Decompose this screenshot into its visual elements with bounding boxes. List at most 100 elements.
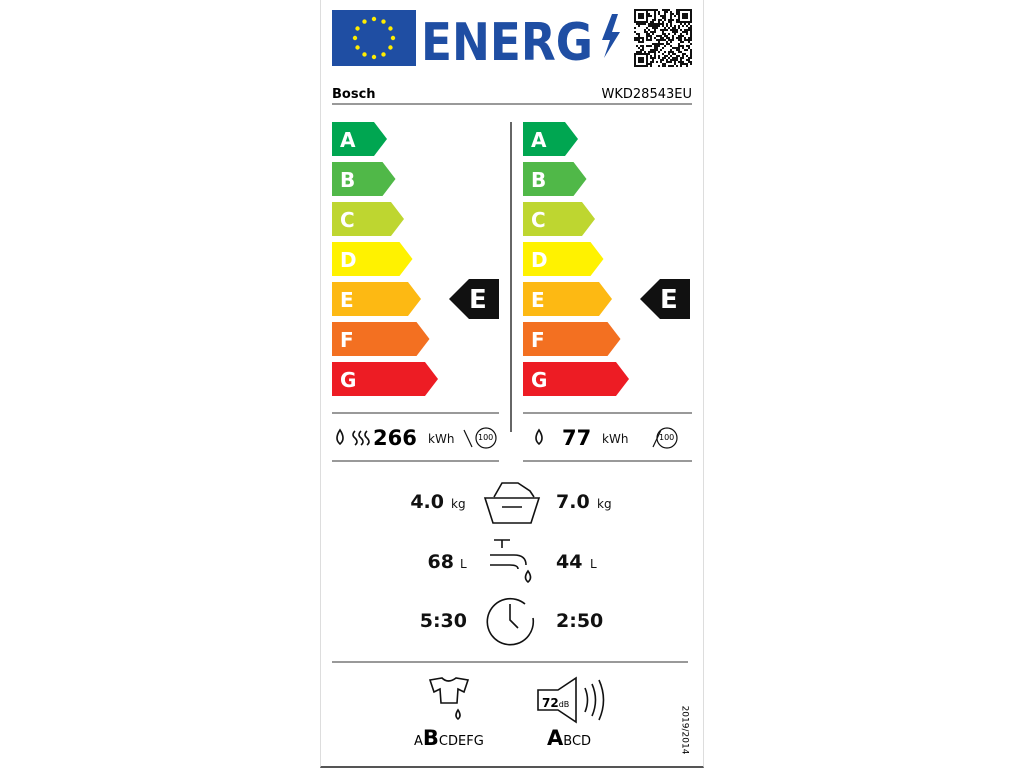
noise-value: 72: [542, 696, 559, 710]
qr-cell: [674, 33, 676, 35]
qr-cell: [670, 23, 672, 25]
qr-cell: [656, 61, 658, 63]
qr-cell: [666, 35, 668, 37]
class-arrow: [332, 242, 413, 276]
qr-cell: [654, 49, 656, 51]
lightning-icon: [602, 14, 620, 58]
qr-cell: [690, 15, 692, 17]
qr-cell: [660, 19, 662, 21]
qr-cell: [686, 63, 688, 65]
qr-cell: [690, 57, 692, 59]
qr-cell: [646, 63, 648, 65]
qr-cell: [646, 35, 648, 37]
qr-cell: [638, 35, 640, 37]
qr-cell: [638, 25, 640, 27]
qr-cell: [642, 17, 644, 19]
qr-cell: [664, 13, 666, 15]
qr-cell: [668, 33, 670, 35]
qr-cell: [672, 65, 674, 67]
qr-cell: [660, 39, 662, 41]
qr-cell: [650, 39, 652, 41]
qr-cell: [690, 39, 692, 41]
qr-cell: [682, 17, 684, 19]
spin-class: ABCDEFG: [414, 726, 484, 750]
qr-cell: [650, 61, 652, 63]
qr-cell: [634, 11, 636, 13]
qr-cell: [654, 45, 656, 47]
qr-cell: [668, 43, 670, 45]
qr-cell: [672, 19, 674, 21]
class-letter: A: [340, 128, 356, 152]
class-letter: A: [414, 734, 423, 749]
class-letter: A: [531, 128, 547, 152]
qr-cell: [658, 23, 660, 25]
qr-cell: [646, 61, 648, 63]
noise-unit: dB: [558, 700, 570, 709]
star: [362, 19, 367, 24]
star: [371, 54, 377, 60]
qr-cell: [638, 17, 640, 19]
qr-cell: [688, 41, 690, 43]
qr-cell: [690, 29, 692, 31]
qr-cell: [690, 27, 692, 29]
qr-cell: [676, 49, 678, 51]
qr-cell: [654, 11, 656, 13]
qr-cell: [644, 21, 646, 23]
qr-cell: [646, 59, 648, 61]
qr-cell: [658, 19, 660, 21]
qr-cell: [666, 61, 668, 63]
qr-cell: [646, 55, 648, 57]
class-arrow: [332, 362, 438, 396]
qr-cell: [682, 53, 684, 55]
class-letter: E: [340, 288, 354, 312]
qr-cell: [642, 39, 644, 41]
qr-cell: [678, 49, 680, 51]
qr-cell: [658, 39, 660, 41]
qr-cell: [686, 29, 688, 31]
speaker-icon: [537, 676, 605, 724]
class-arrow: [332, 202, 404, 236]
consumption-value: 266: [373, 426, 417, 450]
qr-cell: [678, 37, 680, 39]
cycle-icon: [475, 427, 497, 449]
qr-cell: [690, 55, 692, 57]
qr-cell: [654, 29, 656, 31]
star: [388, 45, 393, 50]
qr-cell: [634, 31, 636, 33]
qr-cell: [634, 13, 636, 15]
qr-cell: [688, 61, 690, 63]
qr-cell: [674, 25, 676, 27]
qr-cell: [660, 61, 662, 63]
qr-cell: [644, 31, 646, 33]
qr-cell: [662, 31, 664, 33]
consumption-unit: kWh: [428, 432, 455, 446]
qr-cell: [670, 29, 672, 31]
qr-cell: [642, 13, 644, 15]
qr-cell: [654, 23, 656, 25]
qr-cell: [658, 51, 660, 53]
qr-cell: [680, 23, 682, 25]
qr-cell: [640, 21, 642, 23]
qr-cell: [646, 57, 648, 59]
qr-cell: [678, 15, 680, 17]
drop-icon: [336, 428, 543, 446]
qr-cell: [686, 17, 688, 19]
qr-cell: [686, 13, 688, 15]
qr-cell: [650, 25, 652, 27]
qr-cell: [636, 23, 638, 25]
qr-cell: [654, 47, 656, 49]
qr-cell: [648, 51, 650, 53]
qr-cell: [654, 43, 656, 45]
qr-cell: [690, 11, 692, 13]
qr-cell: [658, 25, 660, 27]
qr-cell: [686, 15, 688, 17]
shirt-icon: [428, 677, 470, 704]
star: [362, 52, 367, 57]
qr-cell: [690, 21, 692, 23]
qr-cell: [668, 65, 670, 67]
qr-cell: [640, 37, 642, 39]
qr-cell: [676, 59, 678, 61]
qr-cell: [668, 9, 670, 11]
qr-cell: [684, 63, 686, 65]
qr-cell: [646, 45, 648, 47]
